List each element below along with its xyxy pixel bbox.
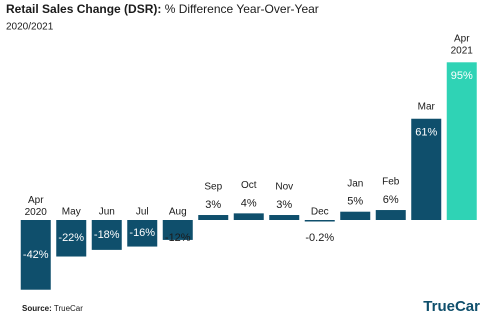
category-line: Apr	[28, 195, 44, 206]
bar	[269, 215, 300, 220]
bar	[198, 215, 229, 220]
value-label: -42%	[23, 249, 49, 261]
value-label: 3%	[276, 199, 292, 211]
category-label: Jul	[136, 207, 149, 218]
bar	[375, 210, 406, 220]
subtitle: 2020/2021	[6, 22, 54, 33]
value-label: -12%	[165, 232, 191, 244]
value-label: -18%	[94, 229, 120, 241]
bar	[233, 213, 264, 220]
source-note: Source: TrueCar	[22, 304, 83, 313]
chart-title: Retail Sales Change (DSR): % Difference …	[6, 2, 319, 16]
logo: TrueCar	[423, 298, 480, 315]
bar	[127, 220, 158, 247]
bar	[162, 220, 193, 240]
category-label: Sep	[204, 182, 222, 193]
bar	[340, 211, 371, 220]
category-line: Apr	[454, 33, 470, 44]
bar	[446, 62, 477, 220]
title-bold: Retail Sales Change (DSR):	[6, 2, 161, 16]
category-label: May	[62, 207, 81, 218]
value-label: -16%	[129, 227, 155, 239]
value-label: 4%	[241, 197, 257, 209]
value-label: 6%	[383, 194, 399, 206]
value-label: 5%	[347, 196, 363, 208]
category-label: Mar	[418, 101, 436, 112]
value-label: -0.2%	[305, 232, 334, 244]
value-label: -22%	[58, 232, 84, 244]
title-rest: % Difference Year-Over-Year	[165, 2, 319, 16]
category-label: Jan	[347, 178, 363, 189]
bar	[91, 220, 122, 250]
category-label: Apr 2021	[451, 33, 474, 56]
bar	[411, 118, 442, 220]
category-label: Nov	[275, 182, 293, 193]
source: TrueCar	[54, 304, 83, 313]
bar	[304, 220, 335, 222]
category-label: Jun	[99, 207, 115, 218]
category-label: Dec	[311, 207, 329, 218]
category-label: Apr 2020	[25, 195, 48, 218]
value-label: 3%	[205, 199, 221, 211]
category-label: Oct	[241, 180, 257, 191]
category-line: 2020	[25, 207, 48, 218]
bar	[20, 220, 51, 290]
category-label: Feb	[382, 177, 400, 188]
value-label: 61%	[415, 127, 437, 139]
category-label: Aug	[169, 207, 187, 218]
bar	[56, 220, 87, 257]
category-line: 2021	[451, 45, 474, 56]
value-label: 95%	[451, 70, 473, 82]
source-label: Source:	[22, 304, 52, 313]
